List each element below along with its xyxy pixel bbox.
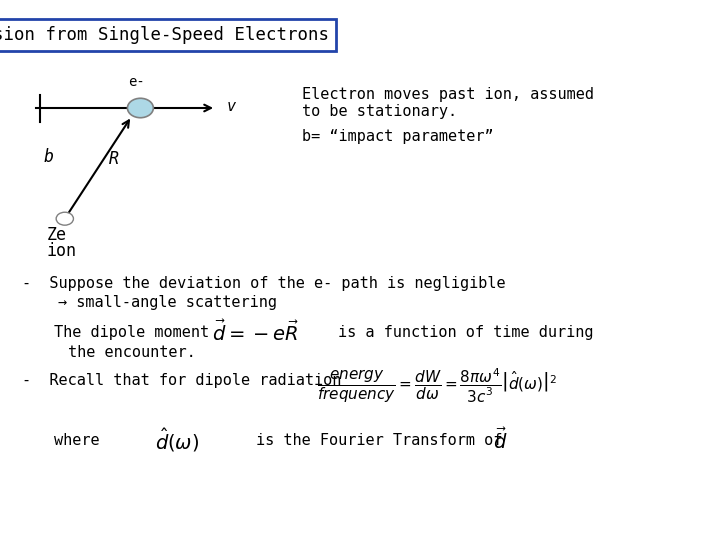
Text: where: where bbox=[54, 433, 99, 448]
Text: $\vec{d}$: $\vec{d}$ bbox=[493, 428, 508, 453]
Text: $\vec{d} = -e\vec{R}$: $\vec{d} = -e\vec{R}$ bbox=[212, 320, 300, 345]
Text: e-: e- bbox=[128, 75, 145, 89]
Text: b: b bbox=[44, 147, 54, 166]
Text: the encounter.: the encounter. bbox=[68, 345, 196, 360]
Text: b= “impact parameter”: b= “impact parameter” bbox=[302, 129, 494, 144]
Text: $\hat{d}(\omega)$: $\hat{d}(\omega)$ bbox=[155, 426, 199, 454]
Circle shape bbox=[56, 212, 73, 225]
Text: Electron moves past ion, assumed: Electron moves past ion, assumed bbox=[302, 87, 595, 102]
Text: v: v bbox=[227, 99, 236, 114]
Text: is the Fourier Transform of: is the Fourier Transform of bbox=[256, 433, 502, 448]
Text: Ze: Ze bbox=[47, 226, 67, 244]
Text: is a function of time during: is a function of time during bbox=[338, 325, 594, 340]
Text: R: R bbox=[109, 150, 119, 168]
Text: The dipole moment: The dipole moment bbox=[54, 325, 209, 340]
Text: to be stationary.: to be stationary. bbox=[302, 104, 457, 119]
Circle shape bbox=[127, 98, 153, 118]
Text: Emission from Single-Speed Electrons: Emission from Single-Speed Electrons bbox=[0, 26, 329, 44]
Text: -  Suppose the deviation of the e- path is negligible: - Suppose the deviation of the e- path i… bbox=[22, 276, 505, 291]
Text: → small-angle scattering: → small-angle scattering bbox=[58, 295, 276, 310]
Text: -  Recall that for dipole radiation: - Recall that for dipole radiation bbox=[22, 373, 341, 388]
Text: ion: ion bbox=[47, 242, 77, 260]
Text: $\dfrac{energy}{frequency} = \dfrac{dW}{d\omega} = \dfrac{8\pi\omega^4}{3c^3}\le: $\dfrac{energy}{frequency} = \dfrac{dW}{… bbox=[317, 367, 557, 406]
